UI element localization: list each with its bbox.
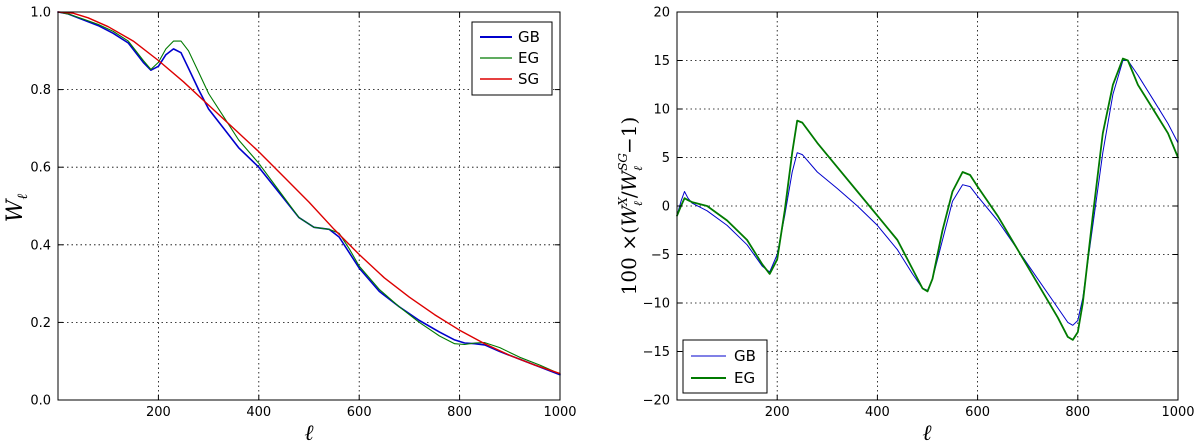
svg-text:Wℓ: Wℓ bbox=[3, 194, 31, 223]
left-xlabel: ℓ bbox=[304, 421, 314, 445]
left-ytick-label: 0.6 bbox=[30, 161, 51, 176]
left-plot-frame bbox=[57, 11, 561, 401]
right-ytick-label: 0 bbox=[662, 200, 670, 215]
left-ytick-label: 1.0 bbox=[30, 6, 51, 21]
left-tick-labels: 200 400 600 800 1000 0.0 0.2 0.4 0.6 0.8 1.0 bbox=[30, 6, 576, 421]
left-series-eg-line bbox=[57, 11, 561, 375]
right-chart: 200 400 600 800 1000 −20 −15 −10 −5 0 5 10 15 20 100 … bbox=[616, 6, 1195, 445]
right-ylabel-sub2: ℓ bbox=[631, 166, 645, 171]
right-ylabel-sup1: X bbox=[616, 197, 630, 207]
left-ylabel: Wℓ bbox=[3, 194, 31, 223]
left-ylabel-subscript: ℓ bbox=[15, 194, 31, 200]
right-tick-labels: 200 400 600 800 1000 −20 −15 −10 −5 0 5 10 15 20 bbox=[643, 6, 1195, 421]
right-ytick-label: −15 bbox=[643, 345, 670, 360]
right-ylabel-sub1: ℓ bbox=[631, 201, 645, 206]
left-series-gb-line bbox=[57, 11, 561, 376]
right-xtick-label: 400 bbox=[865, 405, 890, 420]
right-ytick-label: 15 bbox=[653, 54, 670, 69]
left-xtick-label: 800 bbox=[447, 405, 472, 420]
right-ylabel-suffix: −1) bbox=[617, 117, 641, 154]
right-legend-label-eg: EG bbox=[734, 369, 755, 387]
right-ytick-label: 10 bbox=[653, 103, 670, 118]
right-ytick-label: −5 bbox=[651, 248, 670, 263]
right-xlabel: ℓ bbox=[922, 421, 932, 445]
right-series-gb-line bbox=[676, 60, 1179, 326]
left-xtick-label: 1000 bbox=[543, 405, 576, 420]
left-legend-label-eg: EG bbox=[518, 49, 539, 67]
right-xtick-label: 200 bbox=[765, 405, 790, 420]
right-ytick-label: 5 bbox=[662, 151, 670, 166]
right-xtick-label: 800 bbox=[1065, 405, 1090, 420]
right-series-group bbox=[676, 57, 1179, 341]
right-ylabel-slash: / bbox=[617, 191, 641, 198]
right-legend-label-gb: GB bbox=[734, 347, 756, 365]
left-xtick-label: 400 bbox=[246, 405, 271, 420]
right-ylabel-base2: W bbox=[617, 169, 641, 191]
left-ytick-label: 0.0 bbox=[30, 394, 51, 409]
right-ylabel-sup2: SG bbox=[616, 153, 630, 171]
right-ylabel-base1: W bbox=[617, 204, 641, 226]
left-series-sg-line bbox=[57, 11, 561, 375]
right-ytick-label: −20 bbox=[643, 394, 670, 409]
right-ticks bbox=[677, 11, 1179, 401]
left-legend-label-sg: SG bbox=[518, 70, 539, 88]
left-ytick-label: 0.8 bbox=[30, 83, 51, 98]
right-xtick-label: 1000 bbox=[1161, 405, 1194, 420]
right-ylabel: 100 ×(WXℓ/WSGℓ−1) bbox=[616, 117, 645, 296]
right-ytick-label: 20 bbox=[653, 6, 670, 21]
left-ticks bbox=[58, 11, 561, 401]
right-legend-box bbox=[682, 339, 768, 394]
right-ytick-label: −10 bbox=[643, 297, 670, 312]
left-xtick-label: 200 bbox=[146, 405, 171, 420]
left-legend: GB EG SG bbox=[471, 21, 553, 96]
right-series-eg-line bbox=[676, 57, 1179, 341]
left-ytick-label: 0.4 bbox=[30, 238, 51, 253]
right-grid bbox=[677, 12, 1178, 400]
left-legend-label-gb: GB bbox=[518, 28, 540, 46]
left-ylabel-base: W bbox=[3, 197, 28, 222]
left-ytick-label: 0.2 bbox=[30, 316, 51, 331]
svg-text:100 ×(WXℓ/WSGℓ−1): 100 ×(WXℓ/WSGℓ−1) bbox=[616, 117, 645, 296]
right-ylabel-prefix: 100 ×( bbox=[617, 226, 641, 295]
left-grid bbox=[58, 12, 560, 400]
left-xtick-label: 600 bbox=[347, 405, 372, 420]
right-xtick-label: 600 bbox=[965, 405, 990, 420]
left-series-group bbox=[57, 11, 561, 376]
right-legend: GB EG bbox=[682, 339, 768, 394]
